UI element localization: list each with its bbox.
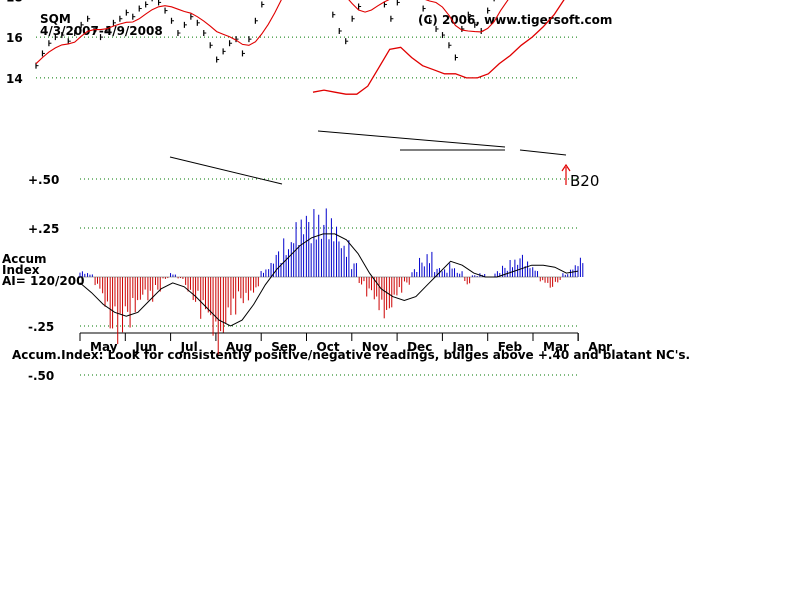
x-tick-label: Jan [451, 340, 473, 354]
index-label: Index [2, 263, 40, 277]
x-tick-label: Aug [226, 340, 252, 354]
y-tick-label: 18 [6, 0, 23, 4]
y-tick-label: +.25 [28, 222, 59, 236]
footer-note: Accum.Index: Look for consistently posit… [12, 348, 691, 362]
y-tick-label: -.50 [28, 369, 54, 383]
ai-label: AI= 120/200 [2, 274, 85, 288]
moving-average [35, 0, 509, 65]
accum-average-line [79, 233, 579, 327]
x-tick-label: Feb [498, 340, 523, 354]
x-tick-label: Nov [362, 340, 388, 354]
x-tick-label: Jul [180, 340, 198, 354]
x-tick-label: Apr [588, 340, 612, 354]
chart-title: SQM [40, 12, 71, 26]
x-tick-label: Oct [317, 340, 340, 354]
x-tick-label: Dec [407, 340, 432, 354]
signal-arrowhead [561, 163, 571, 172]
trend-line [317, 130, 506, 148]
accum-label: Accum [2, 252, 47, 266]
x-tick-label: Mar [543, 340, 569, 354]
trend-line [519, 149, 567, 156]
x-tick-label: Jun [134, 340, 157, 354]
x-tick-label: Sep [271, 340, 297, 354]
signal-label: B20 [570, 172, 600, 190]
copyright: (C) 2006, www.tigersoft.com [418, 13, 613, 27]
date-range: 4/3/2007-4/9/2008 [40, 24, 163, 38]
y-tick-label: 14 [6, 72, 23, 86]
lower-band [312, 0, 565, 95]
trend-line [169, 156, 283, 185]
y-tick-label: 16 [6, 31, 23, 45]
y-tick-label: -.25 [28, 320, 54, 334]
y-tick-label: +.50 [28, 173, 59, 187]
x-tick-label: May [90, 340, 118, 354]
